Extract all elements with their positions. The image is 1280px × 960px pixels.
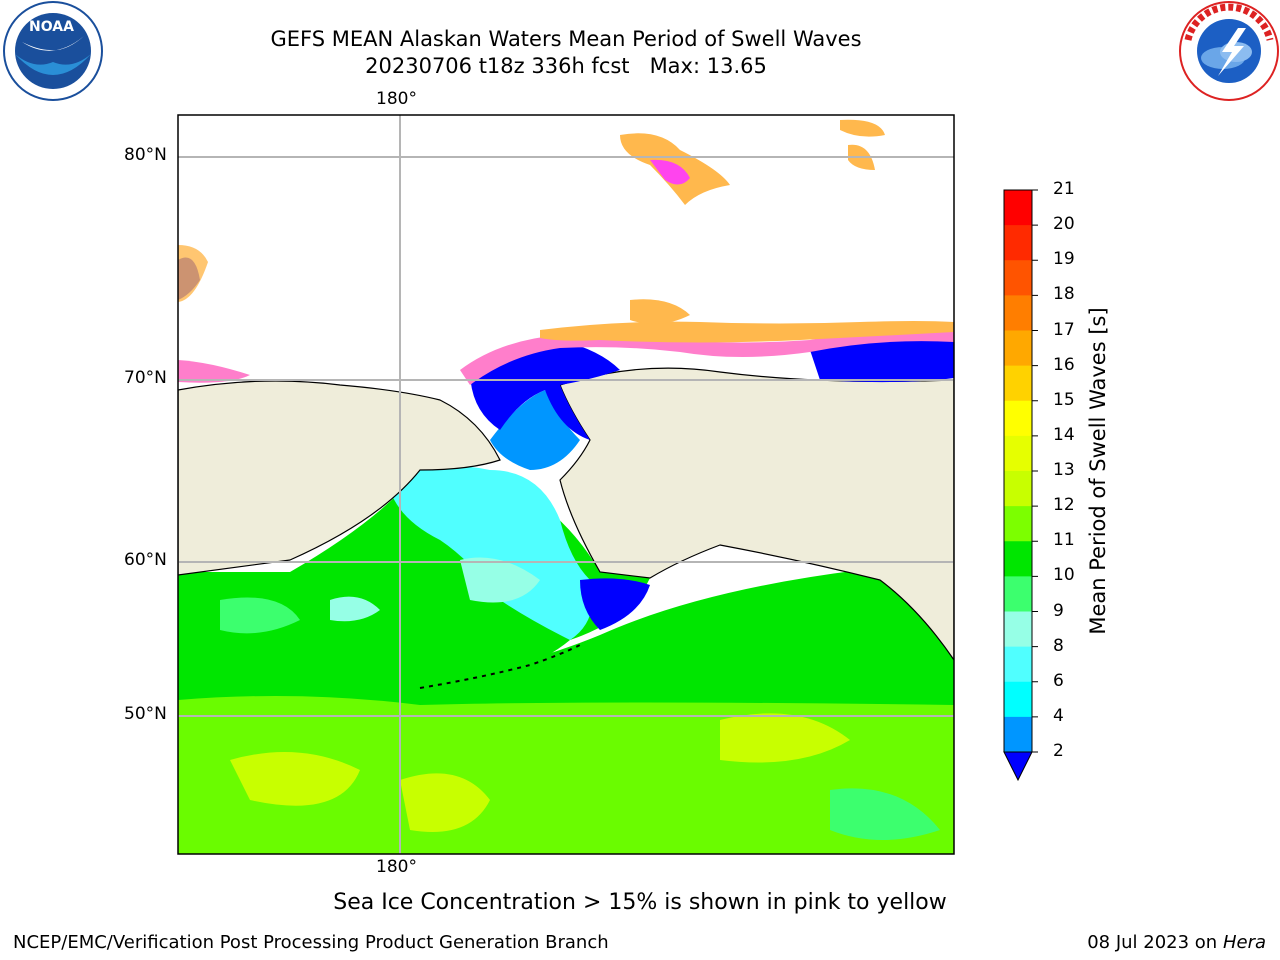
chart-title: GEFS MEAN Alaskan Waters Mean Period of … <box>0 26 1132 80</box>
colorbar-tick-label: 16 <box>1053 354 1075 375</box>
map-gridlines <box>178 115 954 854</box>
lat-label-50: 50°N <box>124 704 167 724</box>
colorbar-title: Mean Period of Swell Waves [s] <box>1086 307 1110 635</box>
chukchi-sea-swell <box>470 340 620 440</box>
colorbar-tick-label: 9 <box>1053 600 1064 621</box>
sea-ice-patch-orange <box>630 299 690 324</box>
noaa-logo <box>3 1 103 101</box>
sea-ice-patch-magenta <box>650 159 690 185</box>
colorbar-tick-label: 18 <box>1053 284 1075 305</box>
colorbar-segment <box>1004 295 1032 331</box>
bristol-bay-swell <box>580 578 650 630</box>
colorbar-segment <box>1004 646 1032 683</box>
colorbar-segment <box>1004 330 1032 367</box>
alaska-land <box>559 367 954 662</box>
lat-label-80: 80°N <box>124 145 167 165</box>
footer-date-text: 08 Jul 2023 on <box>1087 932 1218 953</box>
colorbar-segment <box>1004 260 1032 296</box>
swell-patch-yellow-west <box>230 752 360 806</box>
footer-producer: NCEP/EMC/Verification Post Processing Pr… <box>13 932 609 953</box>
colorbar-segment <box>1004 435 1032 472</box>
colorbar-tick-label: 2 <box>1053 741 1064 761</box>
title-line-1: GEFS MEAN Alaskan Waters Mean Period of … <box>270 27 862 51</box>
sea-ice-edge-pink <box>460 328 954 385</box>
map-area <box>178 115 954 854</box>
colorbar-extend-arrow <box>1003 751 1033 782</box>
colorbar <box>1003 189 1038 782</box>
colorbar-tick-label: 15 <box>1053 389 1075 410</box>
colorbar-segment <box>1004 365 1032 402</box>
colorbar-tick-label: 11 <box>1053 530 1075 551</box>
swell-patch-yellow-east <box>720 713 850 763</box>
sea-ice-patch-orange-west <box>178 245 208 302</box>
lon-label-bottom: 180° <box>376 857 417 877</box>
swell-cyan-strait <box>390 465 593 640</box>
colorbar-segment <box>1004 225 1032 261</box>
lat-label-70: 70°N <box>124 368 167 388</box>
swell-patch-mint-west <box>220 597 300 634</box>
colorbar-tick-label: 6 <box>1053 670 1064 691</box>
colorbar-segment <box>1004 541 1032 577</box>
colorbar-tick-label: 10 <box>1053 565 1075 586</box>
colorbar-tick-label: 13 <box>1053 460 1075 480</box>
sea-ice-patch-pink-west <box>178 360 250 383</box>
colorbar-tick-label: 20 <box>1053 214 1075 235</box>
noaa-logo-text: NOAA <box>29 19 74 35</box>
colorbar-tick-label: 8 <box>1053 635 1064 656</box>
colorbar-segment <box>1004 190 1032 226</box>
swell-patch-mint <box>830 788 940 840</box>
colorbar-segment <box>1004 681 1032 718</box>
footer-host: Hera <box>1222 932 1266 953</box>
colorbar-segment <box>1004 400 1032 437</box>
colorbar-tick-label: 21 <box>1053 179 1075 199</box>
nws-logo <box>1179 1 1279 101</box>
sea-ice-patch-north-east <box>840 119 885 137</box>
colorbar-segment <box>1004 611 1032 648</box>
lat-label-60: 60°N <box>124 550 167 570</box>
colorbar-segment <box>1004 506 1032 542</box>
sea-ice-note: Sea Ice Concentration > 15% is shown in … <box>333 890 947 915</box>
chukotka-land <box>178 380 501 576</box>
colorbar-segment <box>1004 716 1032 753</box>
swell-patch-yellow-center <box>400 773 490 832</box>
map-frame <box>177 114 955 855</box>
lon-label-top: 180° <box>376 89 417 109</box>
swell-blue-chukchi-south <box>490 390 580 470</box>
swell-patch-pale-cyan <box>460 557 540 603</box>
sea-ice-edge-orange <box>540 321 954 343</box>
aleutian-islands <box>419 644 581 689</box>
swell-patch-pale-cyan-2 <box>330 596 380 622</box>
colorbar-tick-label: 12 <box>1053 495 1075 516</box>
colorbar-segment <box>1004 471 1032 507</box>
colorbar-tick-label: 4 <box>1053 705 1064 726</box>
colorbar-tick-label: 14 <box>1053 424 1075 445</box>
title-line-2: 20230706 t18z 336h fcst Max: 13.65 <box>365 54 767 78</box>
colorbar-segment <box>1004 576 1032 612</box>
colorbar-tick-label: 17 <box>1053 319 1075 340</box>
colorbar-tick-label: 19 <box>1053 249 1075 270</box>
footer-date: 08 Jul 2023 on Hera <box>1087 932 1266 953</box>
